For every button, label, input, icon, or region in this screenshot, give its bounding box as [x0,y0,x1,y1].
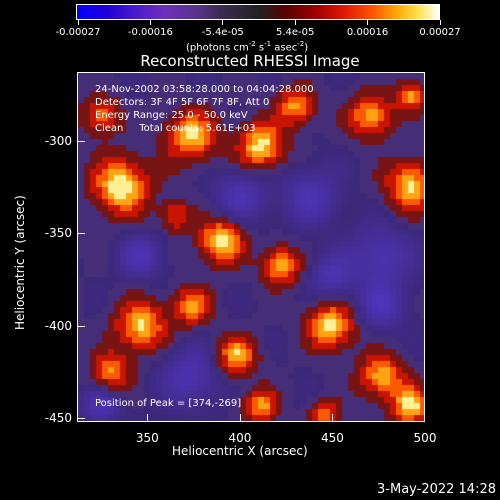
x-tick-mark [147,414,149,422]
info-time-range: 24-Nov-2002 03:58:28.000 to 04:04:28.000 [95,84,314,95]
y-tick-label: -400 [44,318,72,333]
x-tick-label: 400 [228,431,252,445]
y-tick-mark [77,325,85,327]
y-tick-label: -450 [44,411,72,426]
x-tick-mark [424,414,425,422]
y-axis-title: Heliocentric Y (arcsec) [13,195,27,330]
info-energy-range: Energy Range: 25.0 - 50.0 keV [95,110,248,121]
y-tick-label: -300 [44,133,72,148]
colorbar-tick-label: -0.00016 [127,27,173,38]
x-tick-label: 500 [413,431,437,445]
x-tick-label: 450 [320,431,344,445]
colorbar-units: (photons cm-2 s-1 asec-2) [186,40,309,54]
timestamp: 3-May-2022 14:28 [377,482,496,497]
y-tick-mark [77,233,85,235]
image-plot-area: 24-Nov-2002 03:58:28.000 to 04:04:28.000… [77,72,425,422]
colorbar-tick-mark [439,20,441,25]
colorbar-tick-label: 0.00027 [419,27,461,38]
colorbar-tick-mark [149,20,151,25]
colorbar-tick-mark [222,20,224,25]
colorbar-tick-label: 0.00016 [346,27,389,38]
info-detectors: Detectors: 3F 4F 5F 6F 7F 8F, Att 0 [95,97,270,108]
colorbar-tick-label: -5.4e-05 [201,27,244,38]
colorbar [76,4,440,20]
x-tick-mark [332,414,334,422]
colorbar-tick-mark [294,20,296,25]
heatmap-canvas [78,73,424,421]
colorbar-tick-mark [367,20,369,25]
x-axis-title: Heliocentric X (arcsec) [172,444,308,458]
colorbar-tick-mark [77,20,79,25]
colorbar-tick-label: -0.00027 [55,27,101,38]
x-tick-label: 350 [135,431,159,445]
y-tick-mark [77,418,85,420]
info-total-counts: Clean Total counts: 5.61E+03 [95,123,256,134]
x-tick-mark [239,414,241,422]
colorbar-tick-label: 5.4e-05 [275,27,315,38]
image-title: Reconstructed RHESSI Image [140,52,360,70]
y-tick-label: -350 [44,226,72,241]
peak-position: Position of Peak = [374,-269] [95,398,242,409]
y-tick-mark [77,140,85,142]
